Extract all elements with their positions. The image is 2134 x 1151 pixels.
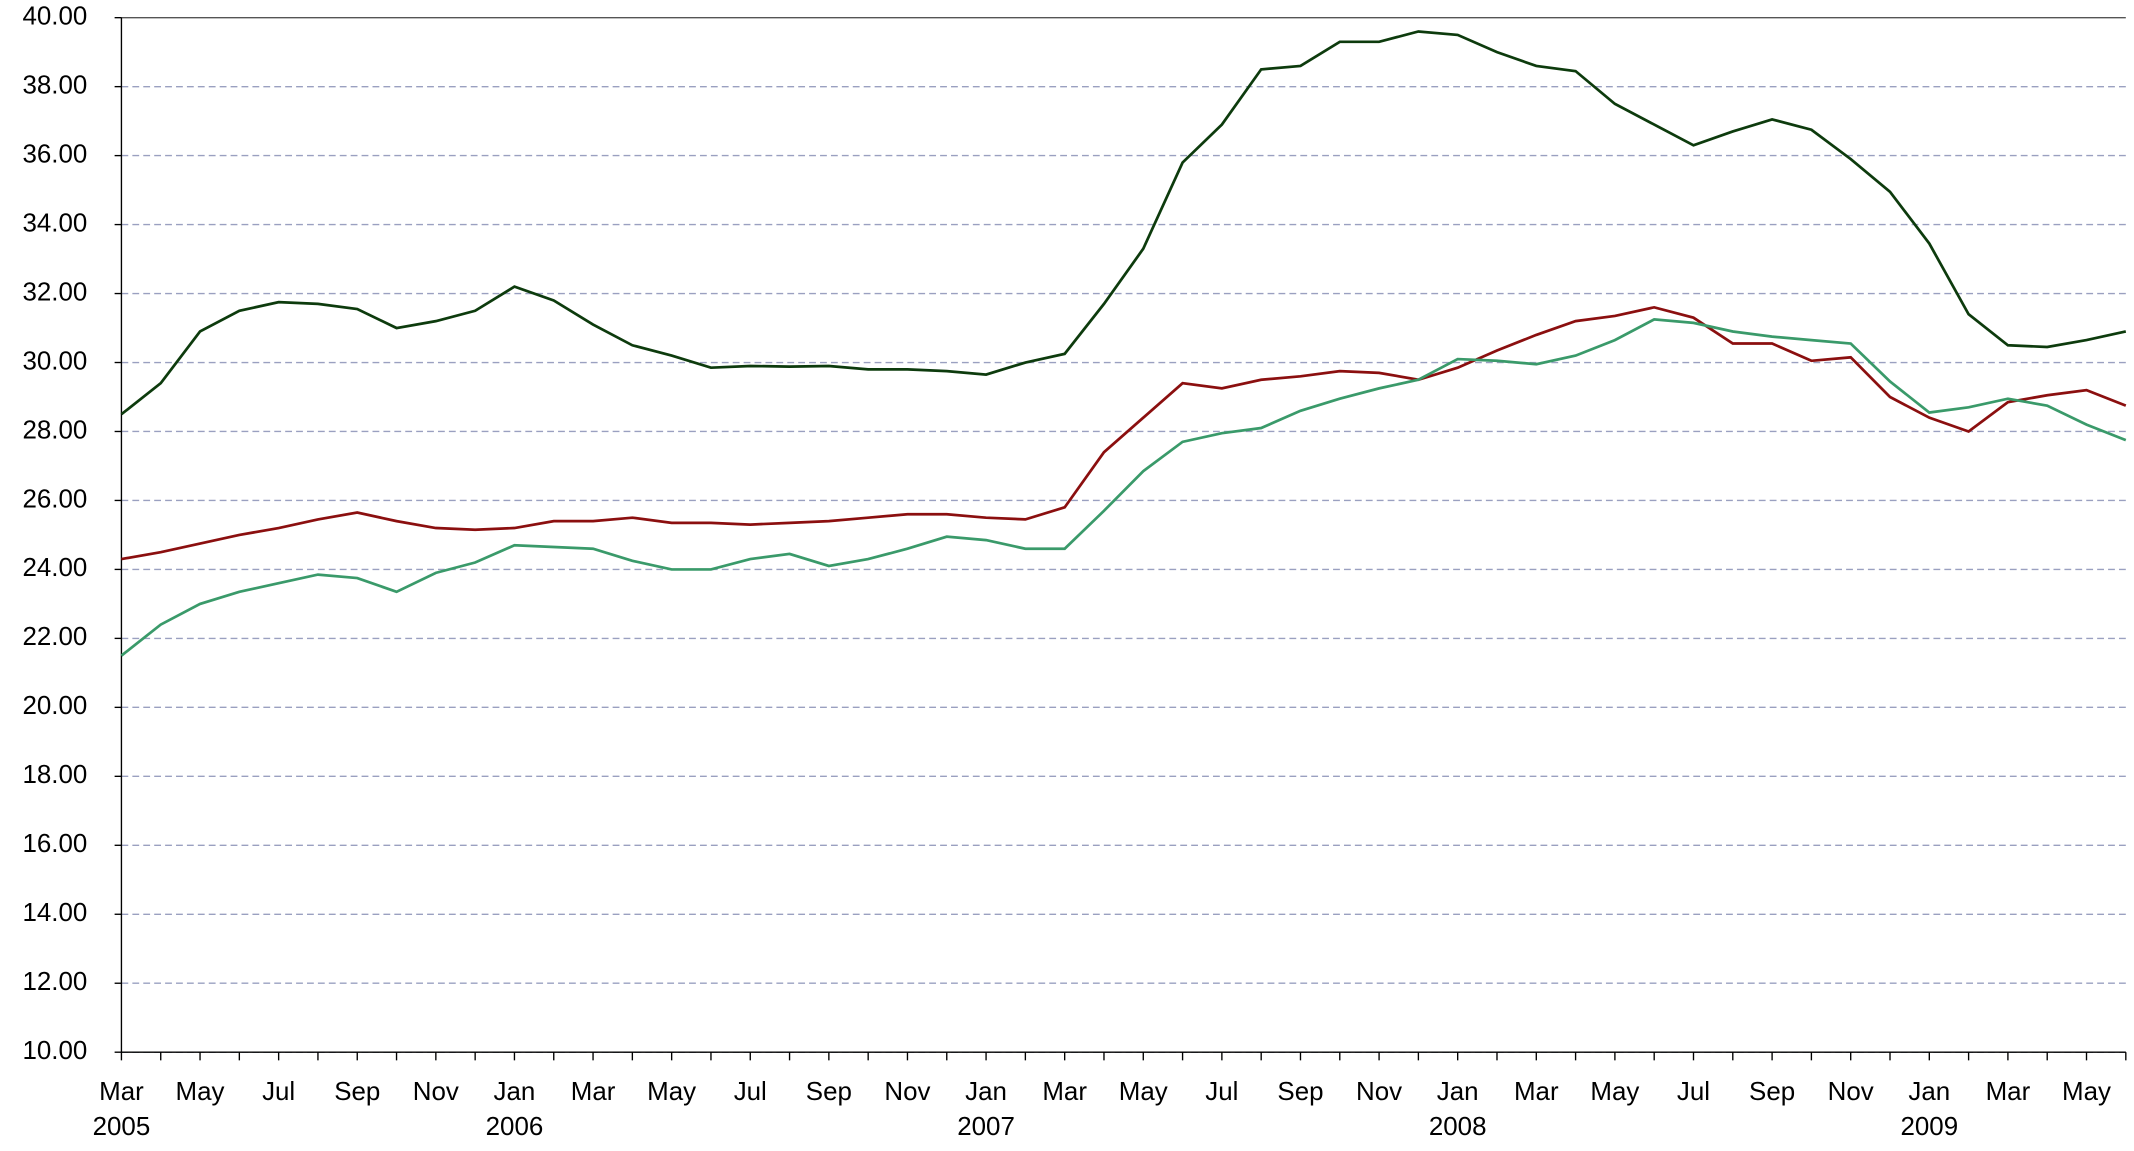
x-year-label: 2008 <box>1429 1113 1487 1141</box>
y-tick-label: 20.00 <box>22 692 87 720</box>
x-tick-label: Jan <box>1908 1078 1950 1106</box>
y-tick-label: 38.00 <box>22 71 87 99</box>
x-tick-label: Jul <box>734 1078 767 1106</box>
series-line <box>120 30 2127 416</box>
x-tick-label: Mar <box>571 1078 616 1106</box>
x-tick-label: Sep <box>806 1078 852 1106</box>
x-tick-label: Mar <box>99 1078 144 1106</box>
x-tick-label: May <box>1590 1078 1639 1106</box>
x-tick-label: Jan <box>494 1078 536 1106</box>
x-year-label: 2005 <box>93 1113 151 1141</box>
x-tick-label: May <box>1119 1078 1168 1106</box>
y-tick-label: 24.00 <box>22 554 87 582</box>
y-tick-label: 36.00 <box>22 140 87 168</box>
series-line <box>120 318 2127 657</box>
y-tick-label: 14.00 <box>22 899 87 927</box>
y-tick-label: 28.00 <box>22 416 87 444</box>
x-tick-label: Mar <box>1514 1078 1559 1106</box>
series-line <box>121 305 2127 561</box>
x-tick-label: Sep <box>334 1078 380 1106</box>
x-tick-label: Nov <box>1828 1078 1874 1106</box>
x-tick-label: May <box>176 1078 225 1106</box>
x-tick-label: Sep <box>1749 1078 1795 1106</box>
x-tick-label: Jul <box>1205 1078 1238 1106</box>
x-tick-label: Mar <box>1042 1078 1087 1106</box>
y-tick-label: 32.00 <box>22 278 87 306</box>
y-tick-label: 40.00 <box>22 3 87 31</box>
x-tick-label: May <box>647 1078 696 1106</box>
y-tick-label: 18.00 <box>22 761 87 789</box>
x-tick-label: Nov <box>413 1078 459 1106</box>
x-tick-label: Nov <box>884 1078 930 1106</box>
y-tick-label: 34.00 <box>22 209 87 237</box>
y-tick-label: 16.00 <box>22 830 87 858</box>
x-year-label: 2006 <box>486 1113 544 1141</box>
x-tick-label: Sep <box>1277 1078 1323 1106</box>
x-year-label: 2007 <box>957 1113 1015 1141</box>
y-tick-label: 30.00 <box>22 347 87 375</box>
x-year-label: 2009 <box>1900 1113 1958 1141</box>
x-tick-label: Jul <box>1677 1078 1710 1106</box>
y-tick-label: 26.00 <box>22 485 87 513</box>
x-tick-label: Jul <box>262 1078 295 1106</box>
x-tick-label: Mar <box>1986 1078 2031 1106</box>
y-tick-label: 12.00 <box>22 968 87 996</box>
x-tick-label: Nov <box>1356 1078 1402 1106</box>
x-tick-label: Jan <box>965 1078 1007 1106</box>
y-tick-label: 10.00 <box>22 1037 87 1065</box>
x-tick-label: May <box>2062 1078 2111 1106</box>
x-tick-label: Jan <box>1437 1078 1479 1106</box>
y-tick-label: 22.00 <box>22 623 87 651</box>
